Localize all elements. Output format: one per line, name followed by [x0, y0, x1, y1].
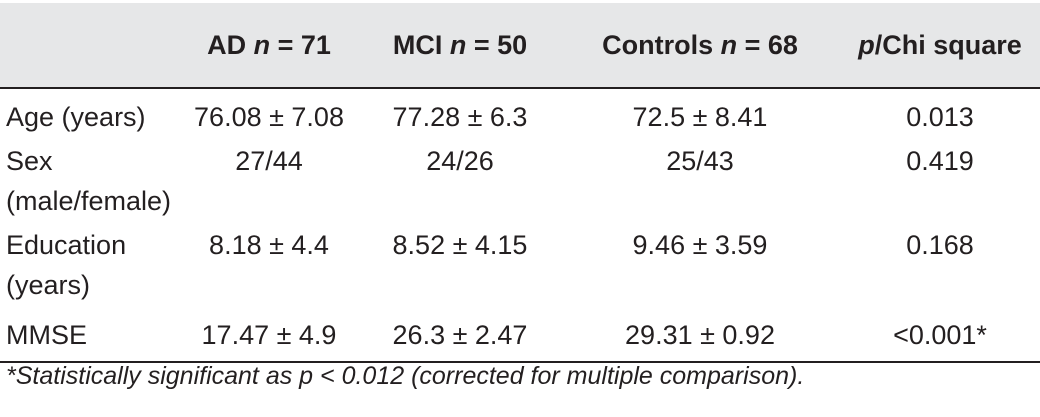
- row-label-sex: Sex (male/female): [6, 146, 172, 216]
- cell-controls-sex: 25/43: [666, 146, 734, 176]
- cell-mci-age: 77.28 ± 6.3: [392, 102, 528, 132]
- column-header-variable: [0, 3, 178, 88]
- table-row: Age (years) 76.08 ± 7.08 77.28 ± 6.3 72.…: [0, 88, 1040, 141]
- cell-controls-education: 9.46 ± 3.59: [632, 230, 768, 260]
- cell-mci-sex: 24/26: [426, 146, 494, 176]
- table-row: MMSE 17.47 ± 4.9 26.3 ± 2.47 29.31 ± 0.9…: [0, 313, 1040, 362]
- row-label-age: Age (years): [6, 102, 146, 132]
- table-row: Sex (male/female) 27/44 24/26 25/43 0.41…: [0, 141, 1040, 221]
- demographics-table: AD n = 71 MCI n = 50 Controls n = 68 p/C…: [0, 3, 1040, 363]
- table-header-row: AD n = 71 MCI n = 50 Controls n = 68 p/C…: [0, 3, 1040, 88]
- row-label-mmse: MMSE: [6, 320, 87, 350]
- cell-controls-age: 72.5 ± 8.41: [632, 102, 768, 132]
- column-header-p-chi-square: p/Chi square: [858, 29, 1022, 60]
- table-footnote: *Statistically significant as p < 0.012 …: [6, 362, 805, 390]
- table-header-background: [0, 3, 1040, 87]
- cell-p-mmse: <0.001*: [893, 320, 987, 350]
- cell-p-education: 0.168: [906, 230, 974, 260]
- cell-p-sex: 0.419: [906, 146, 974, 176]
- cell-p-age: 0.013: [906, 102, 974, 132]
- cell-ad-education: 8.18 ± 4.4: [209, 230, 329, 260]
- cell-mci-mmse: 26.3 ± 2.47: [392, 320, 528, 350]
- column-header-controls: Controls n = 68: [602, 29, 798, 60]
- row-label-education: Education (years): [6, 230, 127, 300]
- cell-ad-sex: 27/44: [235, 146, 303, 176]
- cell-ad-age: 76.08 ± 7.08: [194, 102, 344, 132]
- cell-controls-mmse: 29.31 ± 0.92: [625, 320, 775, 350]
- table-row: Education (years) 8.18 ± 4.4 8.52 ± 4.15…: [0, 221, 1040, 313]
- column-header-ad: AD n = 71: [207, 29, 331, 60]
- cell-mci-education: 8.52 ± 4.15: [392, 230, 528, 260]
- cell-ad-mmse: 17.47 ± 4.9: [201, 320, 337, 350]
- column-header-mci: MCI n = 50: [392, 29, 528, 60]
